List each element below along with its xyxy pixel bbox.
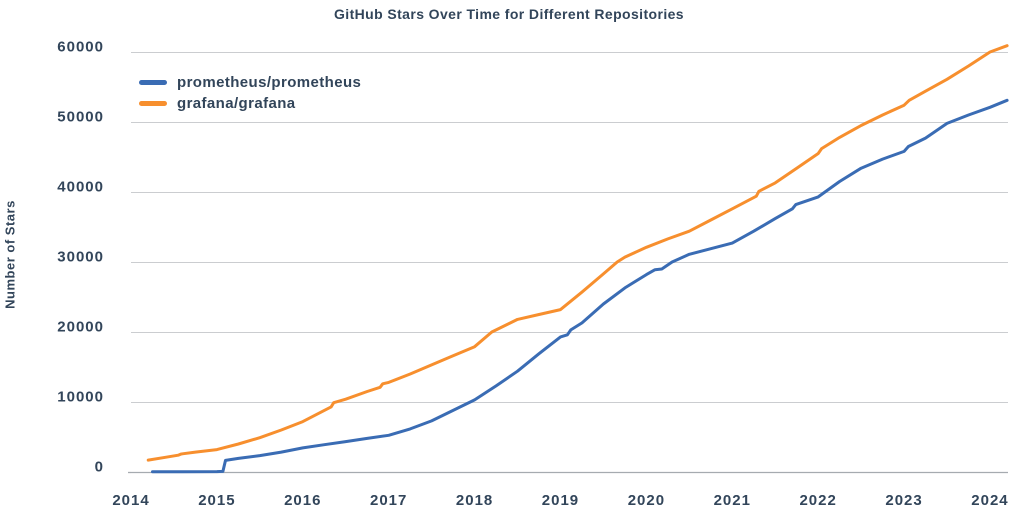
legend: prometheus/prometheus grafana/grafana xyxy=(139,72,361,113)
y-tick-label-10000: 10000 xyxy=(57,389,104,406)
y-tick-label-0: 0 xyxy=(95,459,104,476)
x-tick-label-2016: 2016 xyxy=(284,492,321,509)
legend-item-prometheus: prometheus/prometheus xyxy=(139,72,361,92)
series-line-prometheus xyxy=(151,98,1009,474)
y-tick-label-60000: 60000 xyxy=(57,39,104,56)
x-tick-label-2023: 2023 xyxy=(885,492,922,509)
y-tick-label-50000: 50000 xyxy=(57,109,104,126)
x-tick-label-2021: 2021 xyxy=(714,492,751,509)
grafana-line-swatch xyxy=(139,100,167,106)
chart-title: GitHub Stars Over Time for Different Rep… xyxy=(334,6,684,22)
x-tick-label-2024: 2024 xyxy=(971,492,1008,509)
y-tick-label-30000: 30000 xyxy=(57,249,104,266)
x-tick-label-2014: 2014 xyxy=(112,492,149,509)
y-tick-label-20000: 20000 xyxy=(57,319,104,336)
x-tick-label-2019: 2019 xyxy=(542,492,579,509)
prometheus-line-swatch xyxy=(139,79,167,85)
legend-label-grafana: grafana/grafana xyxy=(177,94,296,112)
y-tick-label-40000: 40000 xyxy=(57,179,104,196)
x-tick-label-2015: 2015 xyxy=(198,492,235,509)
x-tick-label-2020: 2020 xyxy=(628,492,665,509)
series-line-grafana xyxy=(146,44,1009,462)
x-tick-label-2018: 2018 xyxy=(456,492,493,509)
legend-item-grafana: grafana/grafana xyxy=(139,93,361,113)
x-tick-label-2022: 2022 xyxy=(799,492,836,509)
legend-label-prometheus: prometheus/prometheus xyxy=(177,73,362,91)
x-tick-label-2017: 2017 xyxy=(370,492,407,509)
